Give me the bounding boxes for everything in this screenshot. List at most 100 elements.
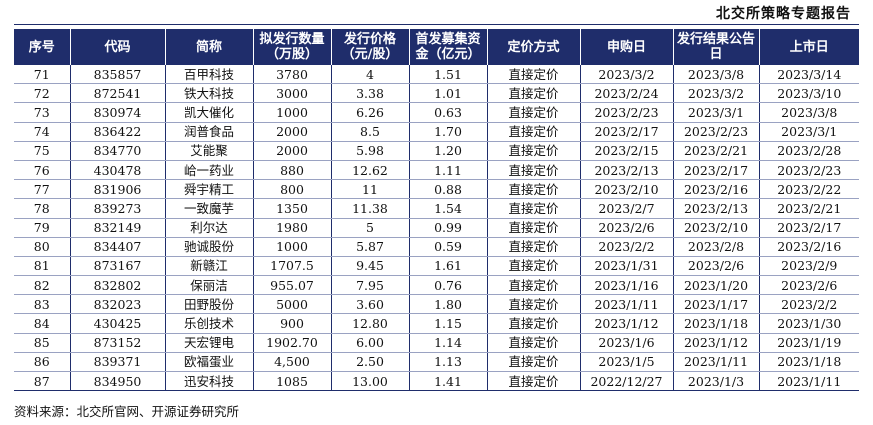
cell-pricing-method: 直接定价 <box>486 160 580 181</box>
cell-result-date: 2023/1/18 <box>672 313 759 334</box>
cell-pricing-method: 直接定价 <box>486 83 580 104</box>
cell-pricing-method: 直接定价 <box>486 218 580 238</box>
cell-listing-date: 2023/2/6 <box>758 275 859 296</box>
table-row: 82 832802 保丽洁 955.07 7.95 0.76 直接定价 2023/1/16 20… <box>14 275 859 296</box>
cell-planned-shares: 1085 <box>252 371 331 392</box>
cell-issue-price: 12.62 <box>330 160 409 181</box>
cell-pricing-method: 直接定价 <box>486 313 580 334</box>
cell-subscription-date: 2023/3/2 <box>579 65 673 85</box>
cell-funds-raised: 1.15 <box>408 313 487 334</box>
cell-listing-date: 2023/3/8 <box>758 102 859 123</box>
cell-funds-raised: 0.88 <box>408 179 487 200</box>
cell-code: 831906 <box>69 179 165 200</box>
cell-planned-shares: 1000 <box>252 102 331 123</box>
cell-short-name: 百甲科技 <box>164 65 253 85</box>
cell-subscription-date: 2022/12/27 <box>579 371 673 392</box>
cell-subscription-date: 2023/2/10 <box>579 179 673 200</box>
cell-listing-date: 2023/2/2 <box>758 294 859 315</box>
cell-code: 839273 <box>69 198 165 219</box>
cell-code: 430478 <box>69 160 165 181</box>
cell-planned-shares: 2000 <box>252 141 331 161</box>
column-header-index: 序号 <box>14 29 70 65</box>
table-row: 74 836422 润普食品 2000 8.5 1.70 直接定价 2023/2/17 2023… <box>14 122 859 142</box>
cell-planned-shares: 800 <box>252 179 331 200</box>
column-header-pricing-method: 定价方式 <box>486 29 580 65</box>
cell-index: 73 <box>14 102 70 123</box>
cell-result-date: 2023/2/17 <box>672 160 759 181</box>
cell-result-date: 2023/2/8 <box>672 237 759 257</box>
cell-pricing-method: 直接定价 <box>486 65 580 85</box>
cell-planned-shares: 1980 <box>252 218 331 238</box>
cell-subscription-date: 2023/2/24 <box>579 83 673 104</box>
cell-short-name: 天宏锂电 <box>164 333 253 353</box>
cell-short-name: 迅安科技 <box>164 371 253 392</box>
cell-index: 87 <box>14 371 70 392</box>
cell-listing-date: 2023/1/19 <box>758 333 859 353</box>
cell-planned-shares: 2000 <box>252 122 331 142</box>
cell-result-date: 2023/2/13 <box>672 198 759 219</box>
source-note: 资料来源：北交所官网、开源证券研究所 <box>14 404 240 419</box>
cell-index: 82 <box>14 275 70 296</box>
cell-listing-date: 2023/1/18 <box>758 352 859 373</box>
column-header-short-name: 简称 <box>164 29 253 65</box>
cell-pricing-method: 直接定价 <box>486 198 580 219</box>
cell-planned-shares: 1350 <box>252 198 331 219</box>
cell-issue-price: 11.38 <box>330 198 409 219</box>
cell-issue-price: 5.98 <box>330 141 409 161</box>
cell-listing-date: 2023/1/11 <box>758 371 859 392</box>
cell-issue-price: 2.50 <box>330 352 409 373</box>
cell-subscription-date: 2023/1/5 <box>579 352 673 373</box>
table-row: 77 831906 舜宇精工 800 11 0.88 直接定价 2023/2/10 2023/2… <box>14 179 859 200</box>
cell-short-name: 欧福蛋业 <box>164 352 253 373</box>
cell-short-name: 保丽洁 <box>164 275 253 296</box>
cell-short-name: 驰诚股份 <box>164 237 253 257</box>
cell-issue-price: 6.00 <box>330 333 409 353</box>
cell-issue-price: 9.45 <box>330 256 409 277</box>
column-header-funds-raised: 首发募集资金（亿元） <box>408 29 487 65</box>
cell-index: 77 <box>14 179 70 200</box>
cell-index: 74 <box>14 122 70 142</box>
cell-code: 873152 <box>69 333 165 353</box>
cell-short-name: 一致魔芋 <box>164 198 253 219</box>
table-row: 84 430425 乐创技术 900 12.80 1.15 直接定价 2023/1/12 202… <box>14 313 859 334</box>
cell-issue-price: 3.60 <box>330 294 409 315</box>
table-row: 73 830974 凯大催化 1000 6.26 0.63 直接定价 2023/2/23 202… <box>14 102 859 123</box>
cell-listing-date: 2023/2/9 <box>758 256 859 277</box>
cell-short-name: 峆一药业 <box>164 160 253 181</box>
cell-result-date: 2023/2/6 <box>672 256 759 277</box>
table-body: 71 835857 百甲科技 3780 4 1.51 直接定价 2023/3/2 2023/3/… <box>14 65 859 392</box>
cell-short-name: 利尔达 <box>164 218 253 238</box>
cell-pricing-method: 直接定价 <box>486 294 580 315</box>
cell-pricing-method: 直接定价 <box>486 371 580 392</box>
header-rule <box>14 24 859 25</box>
cell-listing-date: 2023/3/14 <box>758 65 859 85</box>
cell-funds-raised: 1.61 <box>408 256 487 277</box>
cell-index: 75 <box>14 141 70 161</box>
cell-index: 84 <box>14 313 70 334</box>
cell-code: 832149 <box>69 218 165 238</box>
cell-pricing-method: 直接定价 <box>486 102 580 123</box>
table-row: 78 839273 一致魔芋 1350 11.38 1.54 直接定价 2023/2/7 202… <box>14 198 859 219</box>
table-row: 85 873152 天宏锂电 1902.70 6.00 1.14 直接定价 2023/1/6 2… <box>14 333 859 353</box>
cell-code: 430425 <box>69 313 165 334</box>
cell-funds-raised: 1.14 <box>408 333 487 353</box>
cell-subscription-date: 2023/1/12 <box>579 313 673 334</box>
cell-index: 83 <box>14 294 70 315</box>
column-header-subscription-date: 申购日 <box>579 29 673 65</box>
cell-code: 834770 <box>69 141 165 161</box>
cell-funds-raised: 1.41 <box>408 371 487 392</box>
cell-issue-price: 7.95 <box>330 275 409 296</box>
cell-short-name: 舜宇精工 <box>164 179 253 200</box>
cell-subscription-date: 2023/2/7 <box>579 198 673 219</box>
cell-issue-price: 3.38 <box>330 83 409 104</box>
cell-listing-date: 2023/2/22 <box>758 179 859 200</box>
cell-subscription-date: 2023/1/31 <box>579 256 673 277</box>
cell-listing-date: 2023/2/28 <box>758 141 859 161</box>
column-header-issue-price: 发行价格（元/股） <box>330 29 409 65</box>
table-row: 79 832149 利尔达 1980 5 0.99 直接定价 2023/2/6 2023/2/1… <box>14 218 859 238</box>
cell-code: 832802 <box>69 275 165 296</box>
cell-funds-raised: 1.11 <box>408 160 487 181</box>
ipo-table: 序号 代码 简称 拟发行数量（万股） 发行价格（元/股） 首发募集资金（亿元） … <box>14 29 859 392</box>
cell-pricing-method: 直接定价 <box>486 333 580 353</box>
cell-index: 78 <box>14 198 70 219</box>
